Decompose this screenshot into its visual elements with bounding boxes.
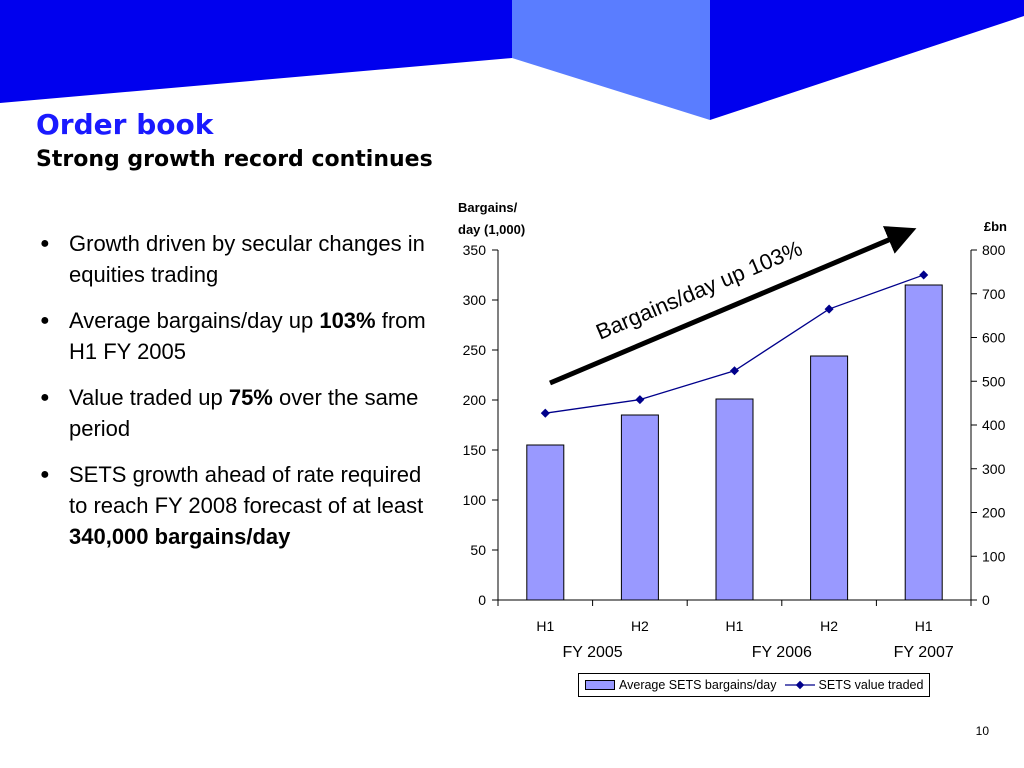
right-axis-tick-label: 400	[982, 417, 1006, 433]
bullet-dot-icon: ●	[40, 466, 50, 483]
left-axis-tick-label: 50	[470, 542, 486, 558]
legend-label-bars: Average SETS bargains/day	[619, 678, 777, 692]
left-axis-title: Bargains/	[458, 200, 518, 215]
slide-title: Order book	[36, 108, 214, 141]
legend-item-line: SETS value traded	[784, 678, 924, 692]
left-axis-tick-label: 150	[463, 442, 487, 458]
x-axis-category-label: H1	[726, 618, 744, 634]
bullet-text: over the same period	[69, 385, 419, 441]
x-axis-group-label: FY 2006	[752, 644, 812, 661]
bar	[526, 444, 565, 601]
legend-bar-swatch	[585, 680, 615, 690]
x-axis-group-label: FY 2005	[562, 644, 622, 661]
left-axis-tick-label: 300	[463, 292, 487, 308]
legend-line-swatch	[784, 680, 815, 690]
left-axis-tick-label: 100	[463, 492, 487, 508]
bullet-list: ● Growth driven by secular changes in equ…	[36, 228, 426, 567]
line-point	[824, 304, 834, 314]
x-axis-category-label: H1	[536, 618, 554, 634]
bullet-text: Growth driven by secular changes in equi…	[69, 231, 425, 287]
line-point	[729, 366, 740, 376]
bullet-text-bold: 103%	[319, 308, 376, 333]
x-axis-category-label: H2	[631, 618, 649, 634]
right-axis-tick-label: 100	[982, 548, 1006, 564]
right-axis-tick-label: 700	[982, 286, 1006, 302]
bullet-text: from H1 FY 2005	[69, 308, 426, 364]
header-banner	[0, 0, 1024, 120]
bullet-dot-icon: ●	[40, 235, 50, 252]
legend-label-line: SETS value traded	[818, 678, 924, 692]
combo-chart: Bargains/day (1,000) £bn 0 50 100 150 200 250 30…	[458, 200, 1007, 661]
right-axis-tick-label: 300	[982, 461, 1006, 477]
x-axis-group-label: FY 2007	[894, 644, 954, 661]
banner-light-facet	[512, 0, 710, 120]
bullet-dot-icon: ●	[40, 312, 50, 329]
x-axis-category-label: H2	[820, 618, 838, 634]
left-axis-tick-label: 350	[463, 242, 487, 258]
bullet-item: ● SETS growth ahead of rate required to r…	[36, 459, 426, 552]
banner-dark-left	[0, 0, 512, 103]
line-point	[919, 270, 929, 280]
right-axis-tick-label: 200	[982, 505, 1006, 521]
bar	[715, 398, 754, 601]
x-axis-category-label: H1	[915, 618, 933, 634]
bullet-text: SETS growth ahead of rate required to re…	[69, 462, 424, 518]
bullet-dot-icon: ●	[40, 389, 50, 406]
banner-dark-right	[710, 0, 1024, 120]
bar	[904, 284, 943, 601]
bullet-text: Average bargains/day up	[69, 308, 320, 333]
chart-legend: Average SETS bargains/day SETS value tra…	[578, 673, 931, 697]
left-axis-tick-label: 0	[478, 592, 486, 608]
growth-arrow	[549, 226, 917, 386]
bullet-item: ● Value traded up 75% over the same perio…	[36, 382, 426, 444]
bullet-text-bold: 340,000 bargains/day	[69, 524, 291, 549]
line-point	[540, 408, 550, 418]
bullet-item: ● Average bargains/day up 103% from H1 FY…	[36, 305, 426, 367]
left-axis-tick-label: 250	[463, 342, 487, 358]
slide-subtitle: Strong growth record continues	[36, 147, 433, 172]
page-number: 10	[975, 724, 989, 738]
bullet-text-bold: 75%	[228, 385, 273, 410]
bar	[810, 355, 849, 601]
right-axis-tick-label: 500	[982, 373, 1006, 389]
bullet-text: Value traded up	[69, 385, 229, 410]
bullet-item: ● Growth driven by secular changes in equ…	[36, 228, 426, 290]
left-axis-title: day (1,000)	[458, 222, 525, 237]
line-point	[635, 395, 645, 405]
right-axis-tick-label: 0	[982, 592, 990, 608]
left-axis-tick-label: 200	[463, 392, 487, 408]
right-axis-tick-label: 600	[982, 330, 1006, 346]
right-axis-title: £bn	[984, 219, 1007, 234]
bar	[620, 414, 659, 601]
right-axis-tick-label: 800	[982, 242, 1006, 258]
legend-item-bars: Average SETS bargains/day	[585, 678, 777, 692]
